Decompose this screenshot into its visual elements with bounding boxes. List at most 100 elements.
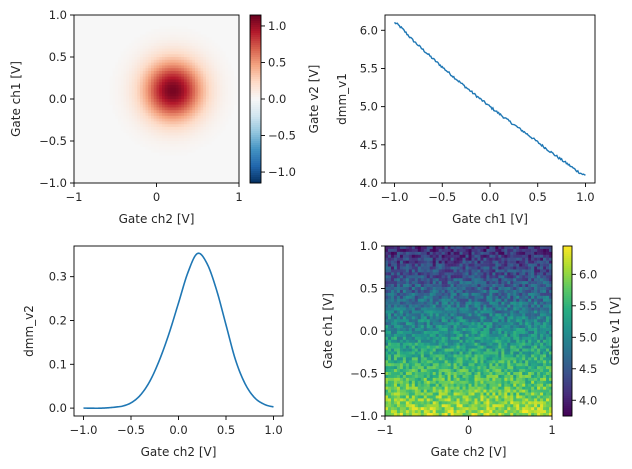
heatmap-cell [540,342,544,346]
heatmap-cell [206,51,210,55]
heatmap-cell [195,57,199,61]
heatmap-cell [148,85,152,89]
heatmap-cell [432,248,436,253]
heatmap-cell [486,331,490,335]
heatmap-cell [399,345,404,349]
heatmap-cell [200,34,204,38]
heatmap-cell [200,141,204,145]
heatmap-cell [399,325,404,329]
heatmap-cell [429,301,434,305]
colorbar-swatch [250,115,261,118]
heatmap-cell [432,377,436,382]
heatmap-cell [480,401,484,405]
heatmap-cell [483,263,487,267]
heatmap-cell [206,57,210,61]
heatmap-panel-gate-v1: −1 0 11.00.50.0−0.5−1.0 Gate ch2 [V] Gate … [321,239,556,459]
heatmap-cell [186,71,190,75]
heatmap-cell [151,132,155,136]
heatmap-cell [162,85,166,89]
heatmap-cell [450,325,454,329]
line-dmm-v2-x-tick-label: −0.5 [117,423,145,437]
heatmap-cell [495,298,499,302]
heatmap-cell [504,295,508,300]
heatmap-cell [151,37,155,41]
heatmap-cell [200,107,204,111]
heatmap-cell [420,284,425,288]
heatmap-cell [137,68,141,72]
heatmap-cell [208,129,212,133]
heatmap-cell [450,383,454,387]
heatmap-cell [167,115,171,119]
heatmap-cell [184,59,188,63]
heatmap-cell [399,281,404,285]
heatmap-cell [441,287,445,291]
heatmap-cell [197,146,201,150]
heatmap-cell [137,138,141,142]
heatmap-cell [129,82,133,86]
heatmap-cell [522,389,526,393]
heatmap-cell [525,281,529,285]
heatmap-cell [507,304,511,308]
heatmap-cell [549,336,553,341]
heatmap-cell [140,110,144,114]
heatmap-cell [181,93,185,97]
heatmap-cell [453,257,457,261]
heatmap-cell [453,275,457,279]
heatmap-cell [129,68,133,72]
colorbar-swatch [250,47,261,50]
heatmap-cell [195,65,199,69]
heatmap-cell [189,79,193,83]
heatmap-cell [184,143,188,147]
heatmap-cell [164,76,168,80]
heatmap-cell [468,360,472,364]
heatmap-cell [546,380,550,385]
heatmap-cell [145,57,149,61]
heatmap-cell [385,366,389,370]
heatmap-cell [489,336,493,341]
heatmap-cell [126,101,130,105]
heatmap-cell [429,366,434,370]
heatmap-cell [184,115,188,119]
heatmap-cell [200,118,204,122]
heatmap-cell [444,254,448,259]
heatmap-cell [167,79,171,83]
heatmap-gate-v2-y-tick-label: −1.0 [39,176,67,190]
heatmap-cell [456,374,460,379]
heatmap-cell [184,87,188,91]
heatmap-cell [411,313,416,317]
heatmap-cell [471,266,475,270]
heatmap-cell [137,129,141,133]
heatmap-cell [420,380,425,385]
heatmap-cell [151,115,155,119]
heatmap-cell [414,278,419,282]
heatmap-cell [492,372,496,376]
heatmap-cell [408,348,413,352]
heatmap-cell [483,281,487,285]
heatmap-cell [546,289,550,294]
heatmap-cell [159,152,163,156]
heatmap-cell [192,31,196,35]
heatmap-cell [414,257,419,261]
heatmap-cell [462,257,466,261]
heatmap-cell [447,383,451,387]
heatmap-cell [402,295,407,300]
heatmap-cell [483,248,487,253]
heatmap-cell [211,124,215,128]
heatmap-cell [145,93,149,97]
heatmap-cell [203,138,207,142]
heatmap-cell [192,82,196,86]
heatmap-cell [396,357,401,361]
heatmap-cell [402,328,407,332]
heatmap-cell [120,93,124,97]
heatmap-cell [399,369,404,373]
heatmap-cell [120,104,124,108]
heatmap-cell [459,380,463,385]
heatmap-cell [151,135,155,139]
heatmap-cell [495,257,499,261]
heatmap-cell [399,292,404,297]
heatmap-cell [507,404,511,408]
heatmap-cell [417,348,422,352]
heatmap-cell [206,54,210,58]
heatmap-cell [217,71,221,75]
heatmap-cell [170,135,174,139]
